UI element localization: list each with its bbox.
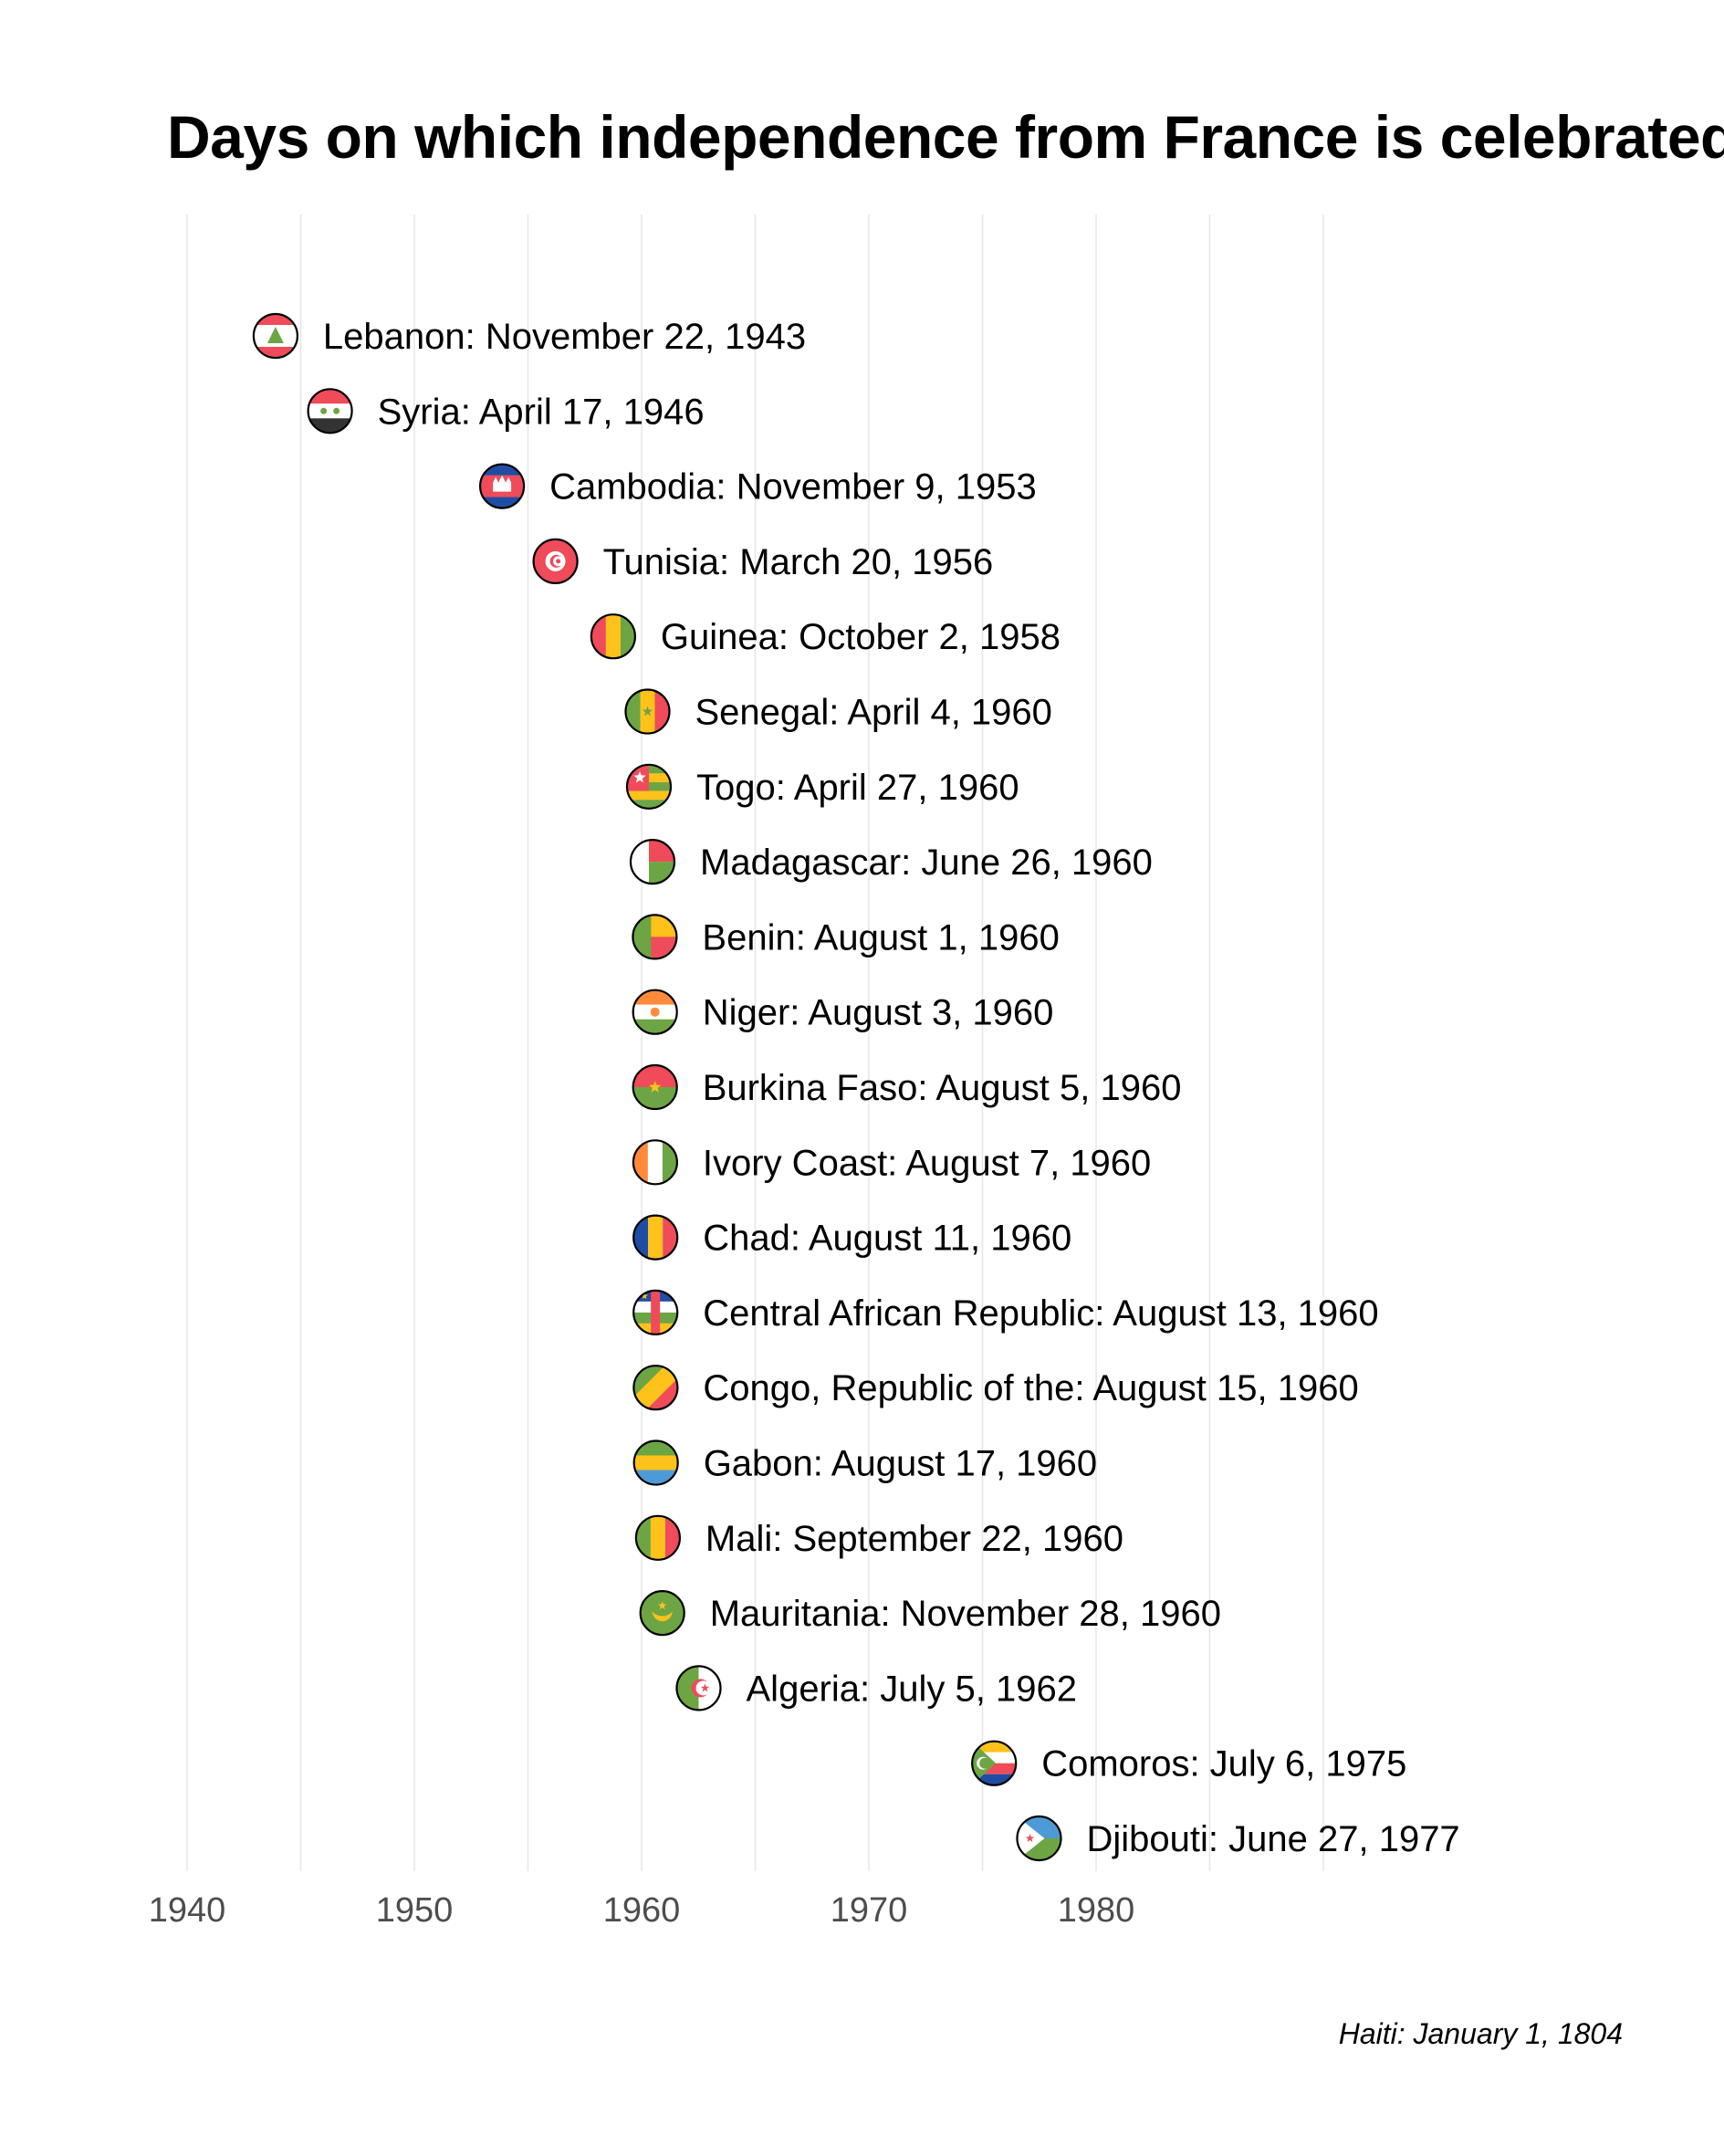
data-point xyxy=(307,388,353,434)
point-label: Benin: August 1, 1960 xyxy=(702,917,1059,958)
point-label: Mauritania: November 28, 1960 xyxy=(710,1594,1221,1634)
grid-lines xyxy=(186,215,1324,1871)
point-label: Guinea: October 2, 1958 xyxy=(661,617,1061,657)
data-point xyxy=(632,1365,679,1411)
point-label: Mali: September 22, 1960 xyxy=(705,1519,1123,1559)
x-tick-label: 1960 xyxy=(603,1891,681,1930)
x-tick-label: 1950 xyxy=(376,1891,454,1930)
point-label: Tunisia: March 20, 1956 xyxy=(603,542,994,582)
point-label: Djibouti: June 27, 1977 xyxy=(1087,1819,1460,1859)
point-label: Lebanon: November 22, 1943 xyxy=(323,317,806,357)
point-label: Burkina Faso: August 5, 1960 xyxy=(703,1068,1182,1108)
data-point xyxy=(1016,1815,1062,1862)
data-point xyxy=(624,688,671,735)
data-point xyxy=(634,1514,682,1561)
benin-flag-icon xyxy=(632,915,677,959)
congo-flag-icon xyxy=(633,1366,678,1410)
data-point xyxy=(675,1665,722,1711)
point-label: Niger: August 3, 1960 xyxy=(703,993,1054,1033)
data-point xyxy=(590,613,637,660)
point-label: Madagascar: June 26, 1960 xyxy=(700,843,1153,883)
chart-title: Days on which independence from France i… xyxy=(167,103,1724,171)
data-point xyxy=(971,1740,1018,1786)
point-label: Ivory Coast: August 7, 1960 xyxy=(703,1143,1151,1183)
data-point xyxy=(639,1589,685,1637)
madagascar-flag-icon xyxy=(631,840,674,884)
data-point xyxy=(625,763,673,810)
data-point xyxy=(632,1214,679,1261)
data-point xyxy=(478,463,526,509)
point-label: Senegal: April 4, 1960 xyxy=(695,693,1052,733)
point-label: Congo, Republic of the: August 15, 1960 xyxy=(703,1368,1358,1408)
point-label: Cambodia: November 9, 1953 xyxy=(549,467,1037,508)
data-point xyxy=(632,1439,679,1486)
point-label: Gabon: August 17, 1960 xyxy=(704,1444,1097,1484)
data-point xyxy=(532,538,579,585)
point-label: Chad: August 11, 1960 xyxy=(703,1219,1071,1259)
data-point xyxy=(632,989,678,1035)
data-point xyxy=(632,914,678,960)
data-points: Lebanon: November 22, 1943 Syria: April 1… xyxy=(252,312,1460,1862)
data-point xyxy=(252,312,298,360)
chart-note: Haiti: January 1, 1804 xyxy=(1338,2017,1623,2050)
x-tick-label: 1940 xyxy=(149,1891,226,1930)
x-tick-label: 1980 xyxy=(1058,1891,1135,1930)
point-label: Comoros: July 6, 1975 xyxy=(1041,1744,1406,1784)
point-label: Syria: April 17, 1946 xyxy=(378,392,705,432)
x-axis-ticks: 1940 1950 1960 1970 1980 xyxy=(149,1891,1135,1930)
tunisia-flag-icon xyxy=(533,539,578,583)
data-point xyxy=(632,1289,679,1336)
comoros-flag-icon xyxy=(972,1741,1017,1785)
data-point xyxy=(632,1063,678,1111)
point-label: Togo: April 27, 1960 xyxy=(696,768,1019,808)
point-label: Central African Republic: August 13, 196… xyxy=(703,1293,1378,1334)
point-label: Algeria: July 5, 1962 xyxy=(747,1669,1077,1709)
cambodia-flag-icon xyxy=(480,464,525,508)
mauritania-flag-icon xyxy=(640,1591,684,1636)
data-point xyxy=(632,1139,679,1186)
data-point xyxy=(629,838,676,885)
x-tick-label: 1970 xyxy=(831,1891,908,1930)
